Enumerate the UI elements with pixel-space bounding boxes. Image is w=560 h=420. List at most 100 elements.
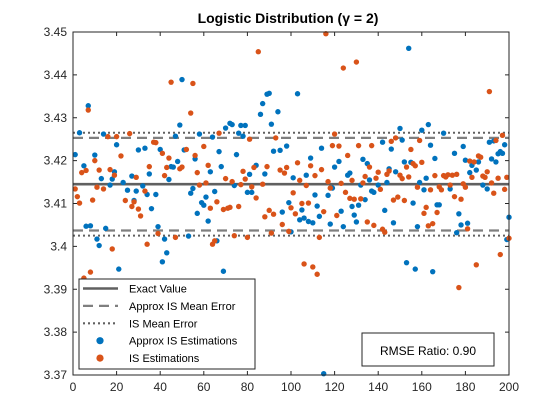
annotation-box: RMSE Ratio: 0.90 xyxy=(361,332,495,367)
approx-is-point xyxy=(475,159,482,165)
is-point xyxy=(122,197,129,204)
is-point xyxy=(253,195,259,201)
approx-is-point xyxy=(299,207,305,213)
approx-is-point xyxy=(172,133,179,139)
is-point xyxy=(155,230,161,237)
approx-is-point xyxy=(458,222,464,228)
approx-is-point xyxy=(103,225,109,232)
approx-is-point xyxy=(100,131,107,137)
approx-is-point xyxy=(432,155,438,162)
is-point xyxy=(242,176,248,182)
approx-is-point xyxy=(410,200,416,206)
approx-is-point xyxy=(338,208,344,214)
is-point xyxy=(212,238,218,244)
approx-is-point xyxy=(462,157,469,163)
is-point xyxy=(109,246,115,252)
approx-is-point xyxy=(216,148,222,155)
is-point xyxy=(72,186,78,192)
approx-is-point xyxy=(259,100,266,107)
approx-is-point xyxy=(351,212,357,218)
is-point xyxy=(76,200,83,206)
approx-is-point xyxy=(310,220,316,226)
is-point xyxy=(371,222,377,229)
approx-is-point xyxy=(222,125,229,131)
is-point xyxy=(373,175,379,181)
approx-is-point xyxy=(347,170,353,176)
x-tick-label: 20 xyxy=(110,380,124,394)
is-point xyxy=(314,271,320,277)
x-tick-label: 40 xyxy=(154,380,168,394)
is-point xyxy=(183,146,190,153)
approx-is-point xyxy=(142,145,148,151)
is-point xyxy=(434,209,440,216)
is-point xyxy=(331,131,338,137)
is-point xyxy=(392,135,399,141)
is-point xyxy=(85,107,91,113)
approx-is-point xyxy=(297,217,303,223)
is-point xyxy=(438,187,445,193)
approx-is-point xyxy=(246,171,253,178)
is-point xyxy=(321,208,327,215)
approx-is-point xyxy=(412,266,418,272)
is-point xyxy=(142,188,148,194)
is-point xyxy=(297,177,303,184)
approx-is-point xyxy=(312,192,318,198)
is-point xyxy=(469,174,475,181)
approx-is-point xyxy=(242,122,248,129)
approx-is-point xyxy=(96,242,102,249)
is-point xyxy=(462,184,469,190)
is-point xyxy=(377,186,384,193)
is-point xyxy=(159,150,166,157)
is-point xyxy=(277,167,283,173)
approx-is-point xyxy=(179,76,185,83)
approx-is-point xyxy=(275,109,281,115)
x-tick-label: 200 xyxy=(499,380,519,394)
approx-is-point xyxy=(244,189,251,196)
approx-is-point xyxy=(140,183,146,189)
is-point xyxy=(395,194,401,200)
approx-is-point xyxy=(238,122,244,129)
approx-is-point xyxy=(340,223,347,230)
approx-is-point xyxy=(375,182,381,188)
is-point xyxy=(131,199,137,205)
is-point xyxy=(386,168,392,174)
is-point xyxy=(164,164,170,171)
approx-is-point xyxy=(174,158,181,165)
approx-is-point xyxy=(166,176,172,183)
approx-is-point xyxy=(316,213,323,220)
is-point xyxy=(493,137,499,144)
is-point xyxy=(334,212,340,219)
is-point xyxy=(281,170,288,176)
approx-is-point xyxy=(155,223,161,230)
is-point xyxy=(273,135,279,141)
is-point xyxy=(414,184,421,190)
is-point xyxy=(362,173,368,180)
is-point xyxy=(220,206,227,213)
approx-is-point xyxy=(427,142,434,148)
y-tick-label: 3.38 xyxy=(44,325,68,339)
is-point xyxy=(349,177,355,184)
approx-is-point xyxy=(286,199,292,206)
is-point xyxy=(231,232,238,239)
approx-is-point xyxy=(268,121,275,127)
data-points xyxy=(72,31,512,377)
is-point xyxy=(340,65,347,71)
is-point xyxy=(144,241,150,247)
is-point xyxy=(133,174,139,181)
is-point xyxy=(325,178,331,185)
approx-is-point xyxy=(153,191,159,198)
approx-is-point xyxy=(406,45,412,51)
approx-is-point xyxy=(307,155,314,161)
approx-is-point xyxy=(436,202,442,208)
is-point xyxy=(238,181,244,188)
is-point xyxy=(126,130,133,137)
x-tick-label: 80 xyxy=(241,380,255,394)
approx-is-point xyxy=(303,172,309,178)
approx-is-point xyxy=(185,233,192,239)
approx-is-point xyxy=(72,151,78,158)
approx-is-point xyxy=(430,268,436,275)
approx-is-point xyxy=(453,229,460,236)
is-point xyxy=(251,164,257,171)
approx-is-point xyxy=(349,203,355,210)
is-point xyxy=(96,167,102,173)
